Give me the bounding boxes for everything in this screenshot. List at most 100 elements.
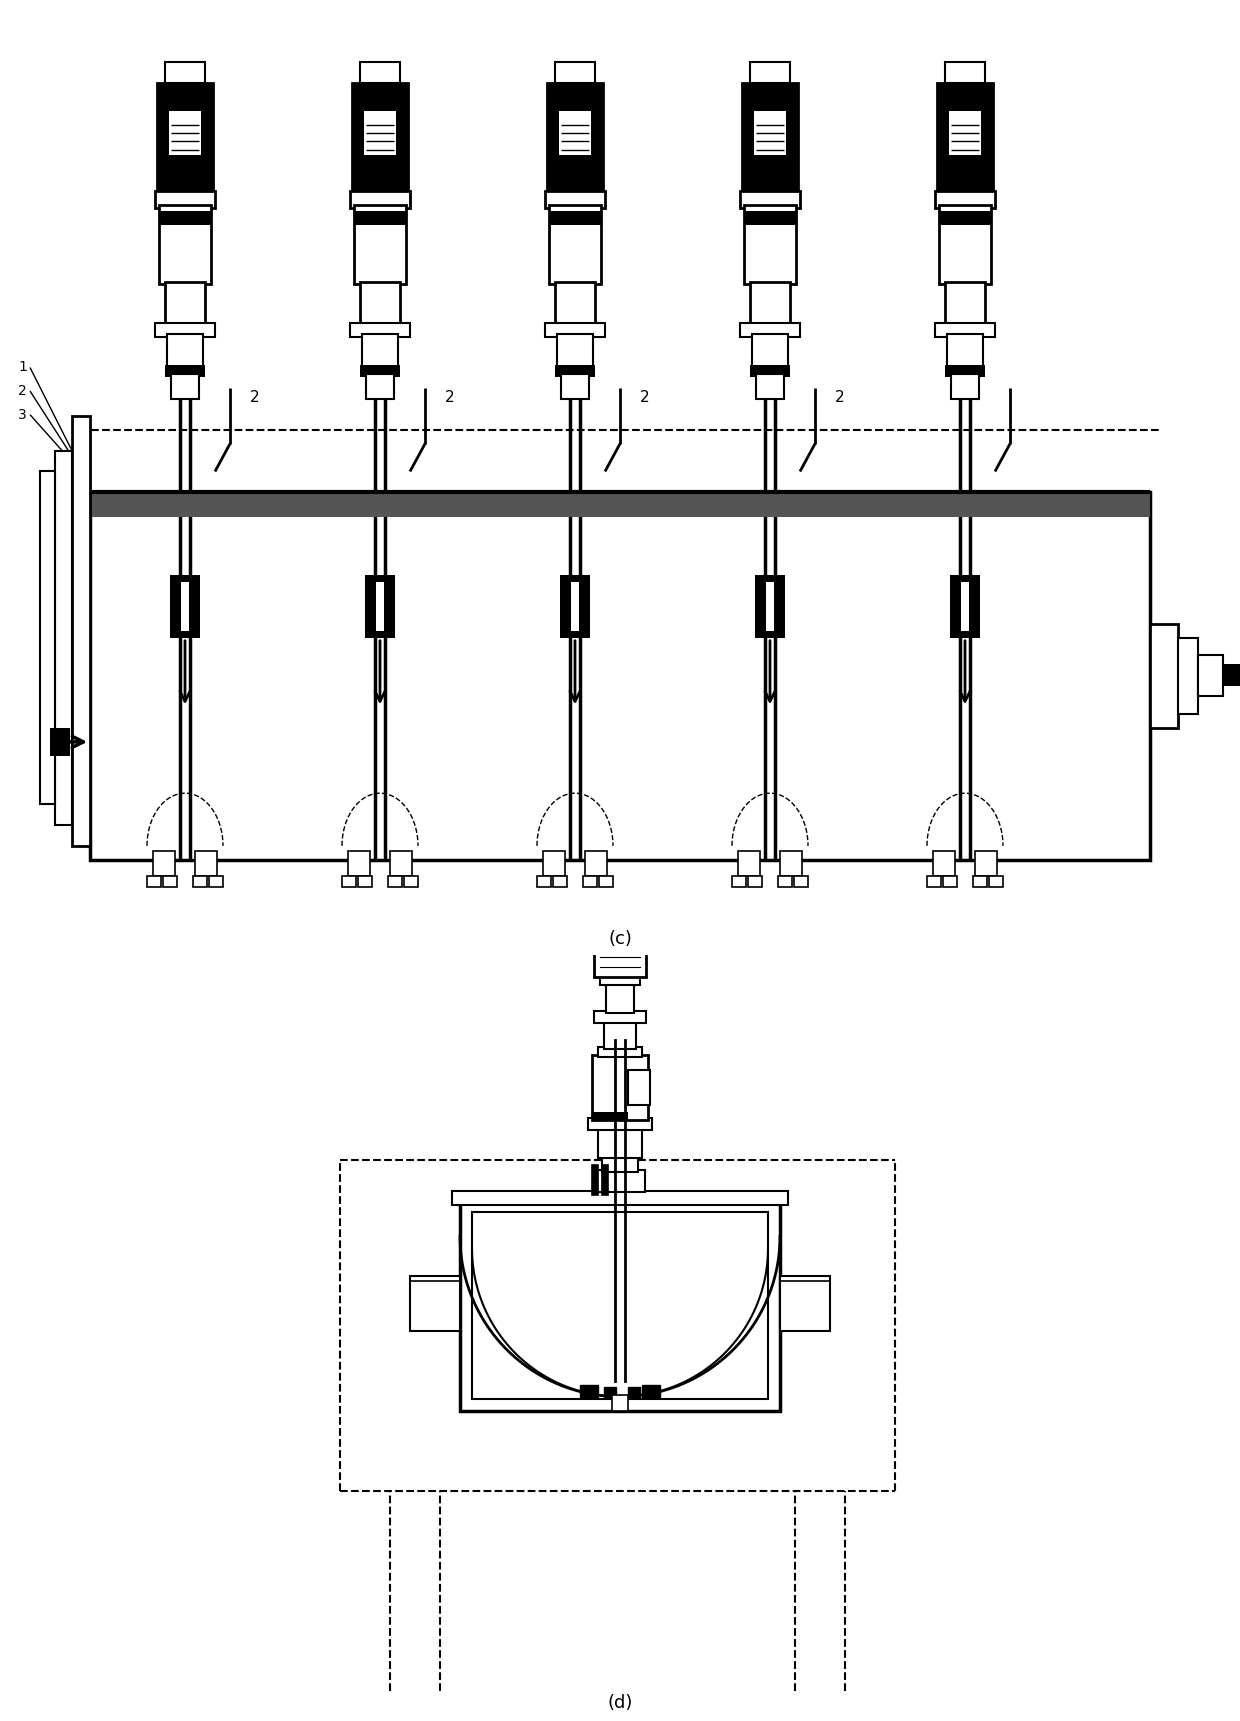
Bar: [750, 365, 790, 377]
Bar: [604, 1387, 616, 1397]
Bar: [557, 334, 593, 368]
Bar: [376, 582, 384, 632]
Bar: [928, 876, 941, 888]
Bar: [537, 876, 551, 888]
Bar: [780, 852, 802, 876]
Bar: [935, 191, 994, 208]
Bar: [754, 110, 786, 155]
Bar: [642, 1385, 660, 1397]
Bar: [585, 852, 608, 876]
Bar: [732, 876, 746, 888]
Bar: [72, 416, 91, 847]
Bar: [165, 365, 205, 377]
Bar: [350, 191, 410, 208]
Bar: [360, 365, 401, 377]
Bar: [410, 1275, 460, 1330]
Bar: [945, 62, 985, 83]
Bar: [40, 472, 55, 804]
Bar: [453, 1191, 787, 1205]
Bar: [588, 1119, 652, 1131]
Bar: [744, 205, 796, 284]
Bar: [360, 282, 401, 325]
Bar: [756, 375, 784, 399]
Bar: [360, 62, 401, 83]
Bar: [195, 852, 217, 876]
Bar: [560, 575, 590, 638]
Bar: [169, 110, 201, 155]
Bar: [547, 83, 603, 194]
Bar: [939, 210, 991, 225]
Bar: [942, 876, 957, 888]
Bar: [600, 976, 640, 984]
Bar: [591, 1055, 649, 1120]
Bar: [794, 876, 808, 888]
Bar: [961, 582, 968, 632]
Bar: [748, 876, 763, 888]
Bar: [388, 876, 402, 888]
Bar: [162, 876, 177, 888]
Bar: [937, 83, 993, 194]
Bar: [599, 876, 613, 888]
Bar: [210, 876, 223, 888]
Bar: [165, 282, 205, 325]
Bar: [353, 210, 405, 225]
Bar: [170, 575, 200, 638]
Bar: [945, 365, 985, 377]
Bar: [546, 324, 605, 337]
Bar: [613, 1394, 627, 1411]
Bar: [951, 375, 980, 399]
Bar: [973, 876, 987, 888]
Bar: [570, 582, 579, 632]
Bar: [50, 728, 69, 756]
Bar: [362, 334, 398, 368]
Bar: [945, 282, 985, 325]
Bar: [1178, 638, 1198, 714]
Bar: [595, 1170, 645, 1193]
Bar: [556, 365, 595, 377]
Bar: [627, 1387, 640, 1397]
Text: 2: 2: [250, 391, 260, 406]
Bar: [777, 876, 792, 888]
Bar: [935, 324, 994, 337]
Bar: [560, 375, 589, 399]
Text: (d): (d): [608, 1693, 632, 1712]
Bar: [601, 1165, 608, 1196]
Bar: [553, 876, 567, 888]
Bar: [598, 1048, 642, 1057]
Bar: [365, 110, 396, 155]
Bar: [157, 83, 213, 194]
Bar: [606, 983, 634, 1014]
Bar: [591, 1165, 598, 1196]
Bar: [181, 582, 188, 632]
Bar: [604, 1021, 636, 1050]
Bar: [472, 1212, 768, 1399]
Bar: [460, 1201, 780, 1411]
Bar: [404, 876, 418, 888]
Bar: [358, 876, 372, 888]
Text: 2: 2: [640, 391, 650, 406]
Text: 2: 2: [19, 384, 27, 398]
Bar: [755, 575, 785, 638]
Bar: [932, 852, 955, 876]
Bar: [947, 334, 983, 368]
Bar: [601, 1157, 639, 1172]
Bar: [751, 334, 787, 368]
Bar: [556, 282, 595, 325]
Bar: [583, 876, 596, 888]
Bar: [750, 62, 790, 83]
Polygon shape: [780, 1280, 830, 1330]
Bar: [740, 191, 800, 208]
Bar: [91, 492, 1149, 518]
Bar: [350, 324, 410, 337]
Text: 2: 2: [836, 391, 844, 406]
Bar: [366, 375, 394, 399]
Bar: [559, 110, 591, 155]
Bar: [591, 1112, 627, 1120]
Bar: [738, 852, 760, 876]
Bar: [606, 824, 634, 843]
Bar: [193, 876, 207, 888]
Bar: [91, 492, 1149, 860]
Polygon shape: [410, 1280, 460, 1330]
Bar: [348, 852, 370, 876]
Bar: [543, 852, 565, 876]
